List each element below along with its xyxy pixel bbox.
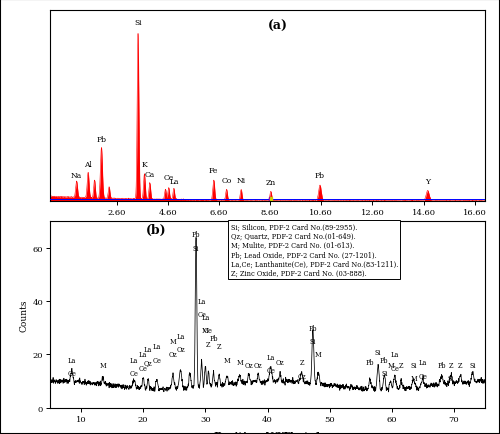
Text: Pb: Pb bbox=[315, 172, 325, 180]
Bar bbox=[269, 197, 270, 202]
Text: Z: Z bbox=[206, 340, 210, 348]
Text: Z: Z bbox=[217, 343, 222, 351]
Text: Ce: Ce bbox=[68, 369, 76, 377]
Text: Ce: Ce bbox=[152, 356, 162, 364]
Text: Si: Si bbox=[375, 348, 382, 356]
Text: M: M bbox=[410, 375, 417, 383]
Text: Ca: Ca bbox=[144, 170, 155, 178]
Text: Si: Si bbox=[193, 244, 200, 252]
Text: Co: Co bbox=[222, 177, 232, 184]
Text: M: M bbox=[224, 356, 230, 364]
Text: Pb: Pb bbox=[366, 358, 374, 367]
Text: Ce: Ce bbox=[130, 369, 138, 377]
Text: La: La bbox=[418, 358, 427, 367]
Text: Oz: Oz bbox=[276, 358, 284, 367]
Text: Ce: Ce bbox=[266, 367, 275, 375]
Text: La: La bbox=[68, 356, 76, 364]
Text: La: La bbox=[130, 356, 138, 364]
Text: Y: Y bbox=[425, 178, 430, 185]
Text: La: La bbox=[390, 351, 399, 358]
Text: Pb: Pb bbox=[192, 231, 200, 239]
Text: Qz: Qz bbox=[144, 358, 152, 367]
Text: La: La bbox=[198, 297, 206, 306]
Y-axis label: Counts: Counts bbox=[19, 299, 28, 331]
Text: Ce: Ce bbox=[204, 327, 213, 335]
Text: Si: Si bbox=[470, 362, 476, 369]
X-axis label: Position [°2Theta]: Position [°2Theta] bbox=[214, 431, 320, 434]
Text: La: La bbox=[201, 313, 209, 321]
Text: Ce: Ce bbox=[390, 364, 400, 372]
Text: M: M bbox=[100, 362, 106, 369]
Text: Pb: Pb bbox=[308, 324, 317, 332]
Text: Oz: Oz bbox=[298, 372, 306, 380]
Text: Z: Z bbox=[300, 358, 304, 367]
Text: La: La bbox=[169, 178, 178, 185]
Text: Ce: Ce bbox=[197, 311, 206, 319]
Text: Si: Si bbox=[310, 337, 316, 345]
Text: Oz: Oz bbox=[254, 362, 262, 369]
Text: Si; Silicon, PDF-2 Card No.(89-2955).
Qz; Quartz, PDF-2 Card No.(01-649).
M; Mul: Si; Silicon, PDF-2 Card No.(89-2955). Qz… bbox=[230, 223, 398, 277]
Text: Pb: Pb bbox=[209, 335, 218, 343]
Text: La: La bbox=[144, 345, 152, 353]
Text: Si: Si bbox=[448, 375, 454, 383]
Text: Si: Si bbox=[410, 362, 417, 369]
Text: (b): (b) bbox=[146, 223, 167, 236]
Text: Pb: Pb bbox=[96, 136, 106, 144]
Text: Ni: Ni bbox=[236, 177, 246, 184]
Text: Z: Z bbox=[458, 362, 462, 369]
Text: M: M bbox=[315, 351, 322, 358]
Text: Pb: Pb bbox=[380, 356, 388, 364]
Text: K: K bbox=[142, 161, 148, 169]
Text: Si: Si bbox=[134, 19, 142, 27]
Bar bbox=[270, 197, 272, 202]
Text: (a): (a) bbox=[268, 20, 287, 33]
Text: Fe: Fe bbox=[209, 167, 218, 174]
Text: Ce: Ce bbox=[418, 372, 428, 380]
Text: La: La bbox=[266, 353, 275, 361]
Text: Zn: Zn bbox=[266, 178, 276, 186]
Text: M: M bbox=[170, 337, 176, 345]
Text: M: M bbox=[202, 327, 208, 335]
Text: Al: Al bbox=[84, 161, 92, 169]
Text: La: La bbox=[139, 351, 147, 358]
Text: Na: Na bbox=[71, 172, 82, 180]
Text: Oz: Oz bbox=[244, 362, 253, 369]
Text: Oz: Oz bbox=[176, 345, 185, 353]
Text: Si: Si bbox=[381, 369, 388, 377]
Text: Pb: Pb bbox=[437, 362, 446, 369]
Text: M: M bbox=[236, 358, 243, 367]
Text: Ce: Ce bbox=[164, 174, 174, 182]
Text: M: M bbox=[387, 362, 394, 369]
Text: Z: Z bbox=[399, 362, 404, 369]
Text: Z: Z bbox=[448, 362, 453, 369]
Text: Oz: Oz bbox=[168, 351, 177, 358]
Text: Ce: Ce bbox=[139, 364, 147, 372]
Text: La: La bbox=[176, 332, 184, 340]
Text: La: La bbox=[152, 343, 161, 351]
X-axis label: KeV: KeV bbox=[256, 225, 279, 233]
